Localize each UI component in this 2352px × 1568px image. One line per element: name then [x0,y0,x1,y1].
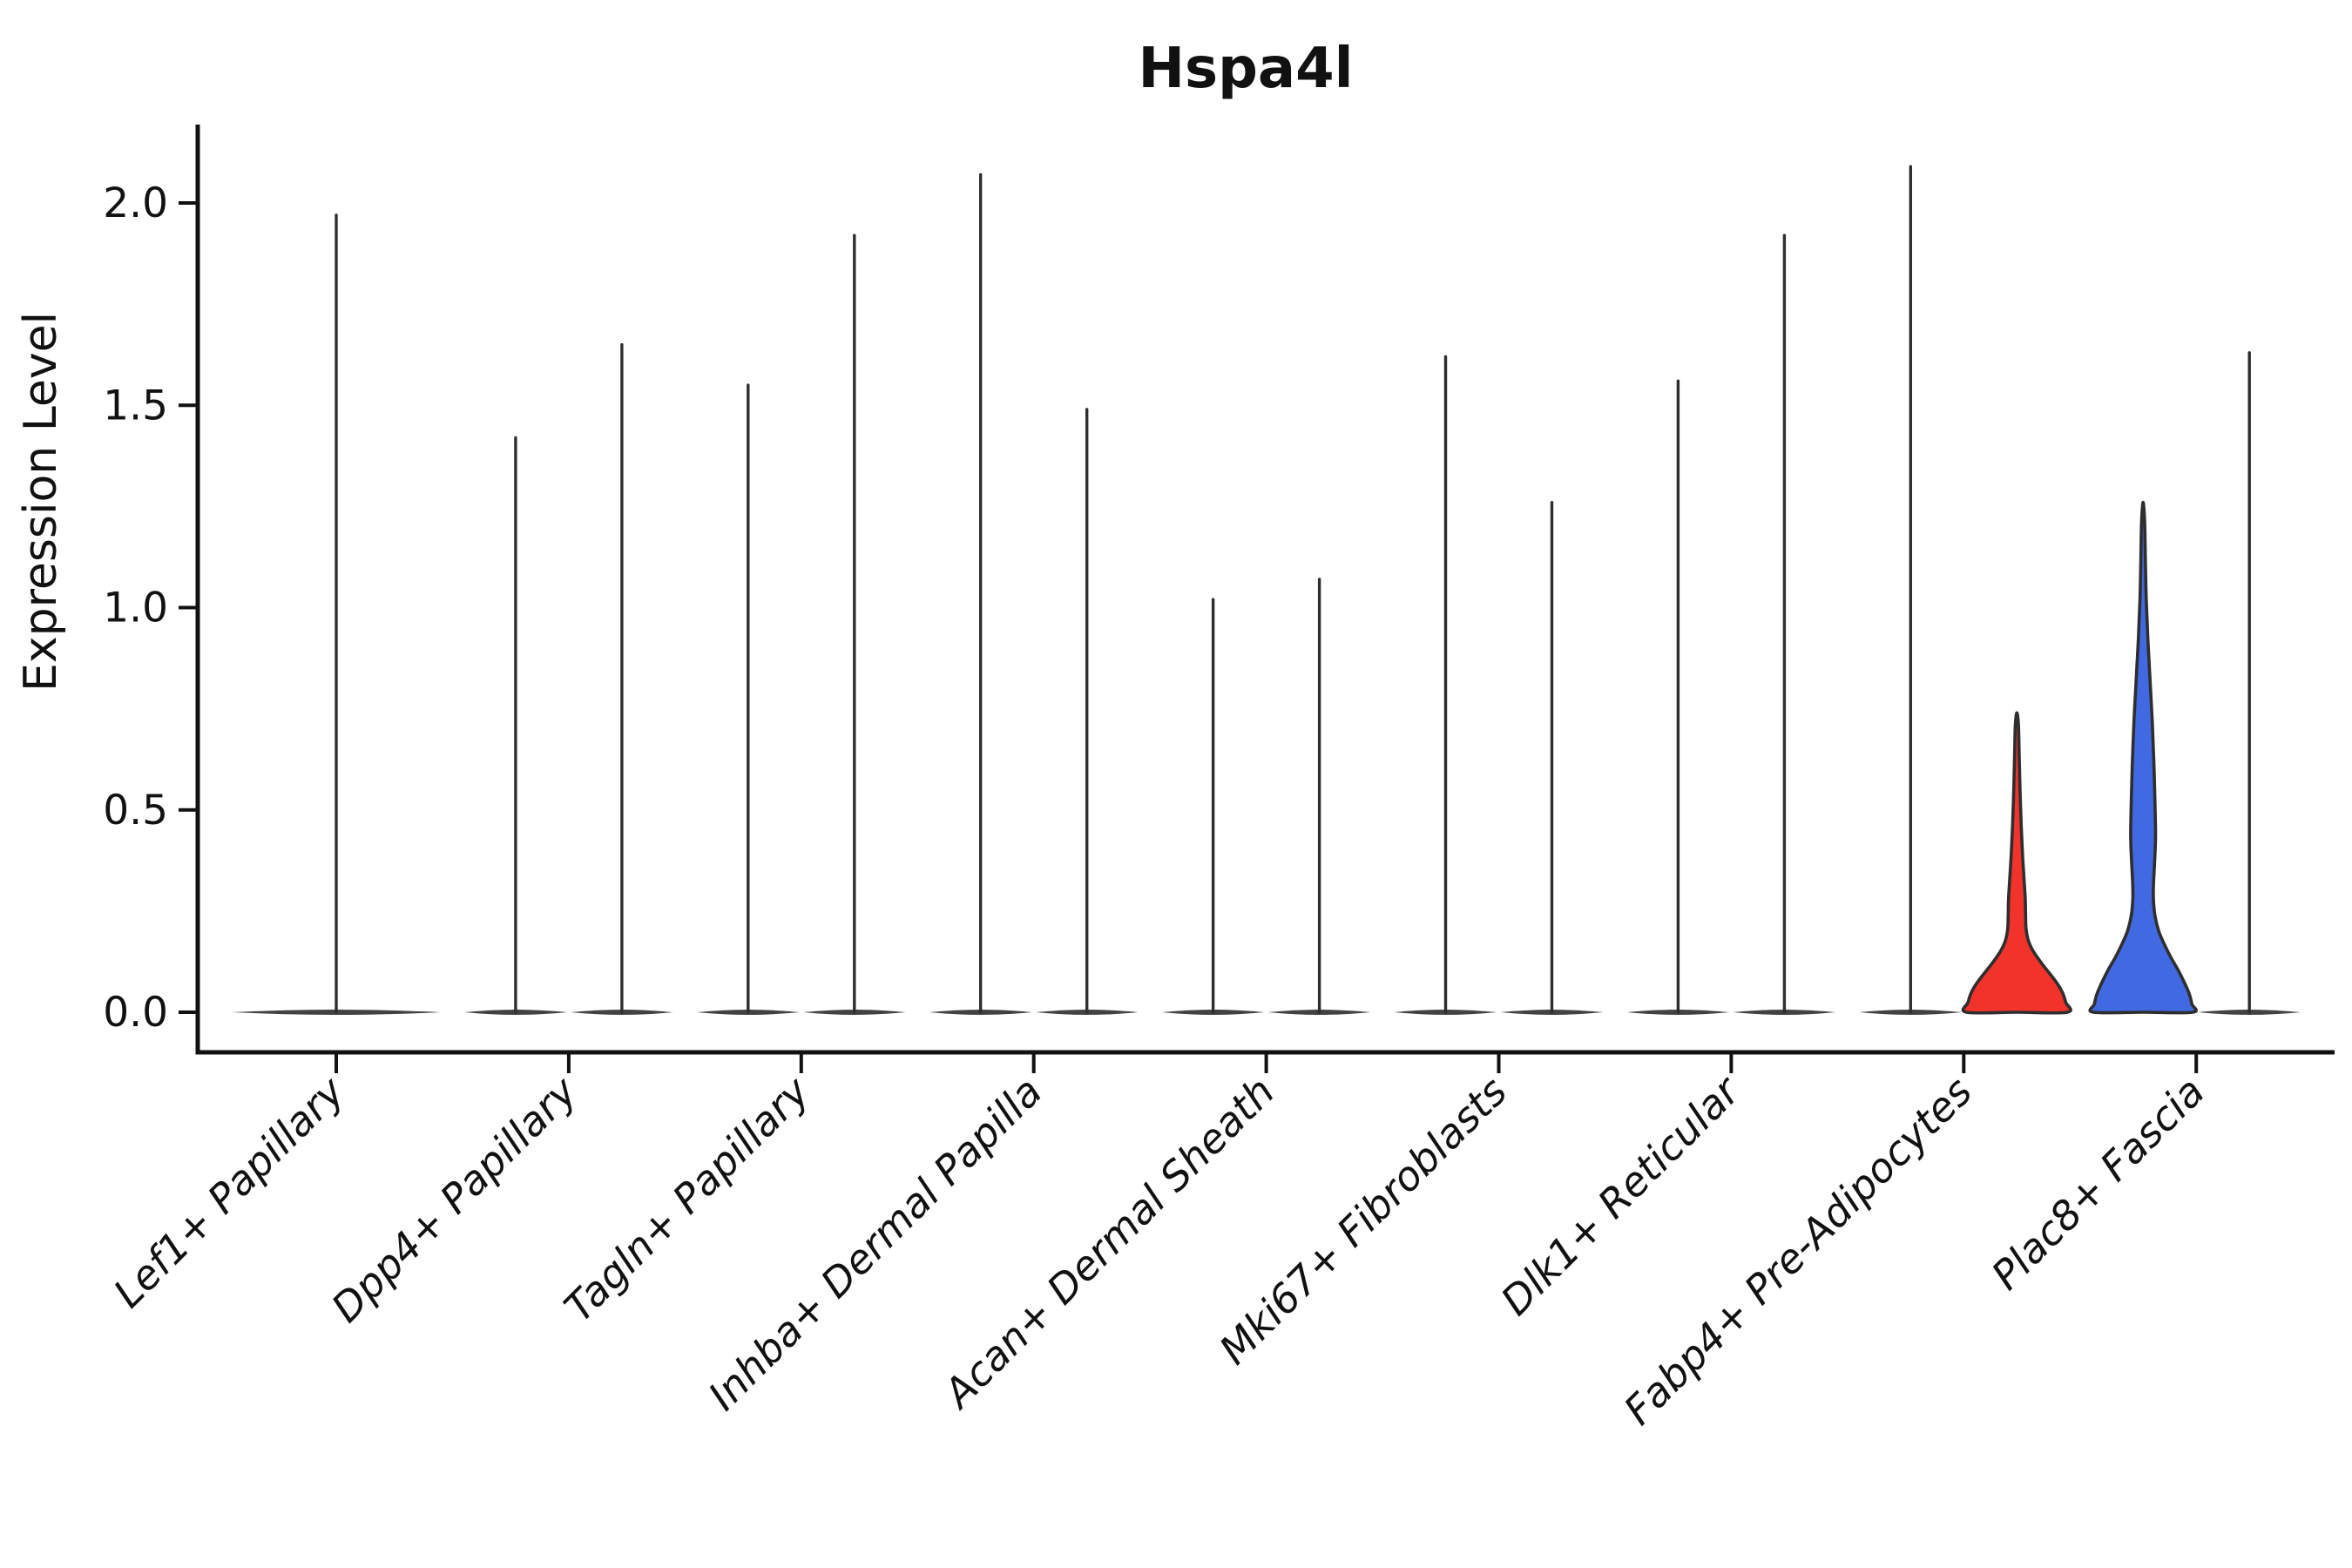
y-tick-label: 1.5 [103,382,168,429]
violin-fabp4-pre-adipocytes-right [1961,711,2072,1015]
violin-mki67-fibroblasts-right [1500,501,1604,1015]
violin-dlk1-reticular-left [1626,379,1730,1015]
y-tick-label: 1.0 [103,585,168,632]
violin-dpp4-papillary-left [463,436,567,1015]
x-tick-label-lef1-papillary: Lef1+ Papillary [105,1067,354,1316]
y-axis-label: Expression Level [15,312,67,692]
x-tick-label-tagln-papillary: Tagln+ Papillary [555,1067,819,1331]
x-tick-label-plac8-fascia: Plac8+ Fascia [1983,1068,2213,1299]
violin-dlk1-reticular-right [1733,233,1836,1015]
violins-layer [232,165,2301,1015]
y-tick-label: 2.0 [103,179,168,227]
violin-acan-dermal-sheath-right [1267,578,1371,1015]
violin-mki67-fibroblasts-left [1394,355,1497,1015]
violin-tagln-papillary-left [696,383,800,1015]
x-tick-label-dpp4-papillary: Dpp4+ Papillary [322,1067,586,1331]
violin-lef1-papillary-center [232,213,441,1015]
chart-title: Hspa4l [1138,37,1353,101]
y-tick-label: 0.0 [103,989,168,1037]
violin-plac8-fascia-right [2198,351,2301,1015]
violin-inhba-dermal-papilla-left [929,172,1032,1015]
violin-body [1961,711,2072,1015]
x-tick-label-dlk1-reticular: Dlk1+ Reticular [1492,1065,1751,1324]
violin-plac8-fascia-left [2088,500,2198,1015]
y-tick-label: 0.5 [103,787,168,835]
violin-acan-dermal-sheath-left [1161,598,1265,1015]
violin-dpp4-papillary-right [570,342,673,1015]
violin-inhba-dermal-papilla-right [1035,408,1139,1015]
violin-body [2088,500,2198,1015]
violin-tagln-papillary-right [802,233,906,1015]
violin-fabp4-pre-adipocytes-left [1859,165,1963,1015]
